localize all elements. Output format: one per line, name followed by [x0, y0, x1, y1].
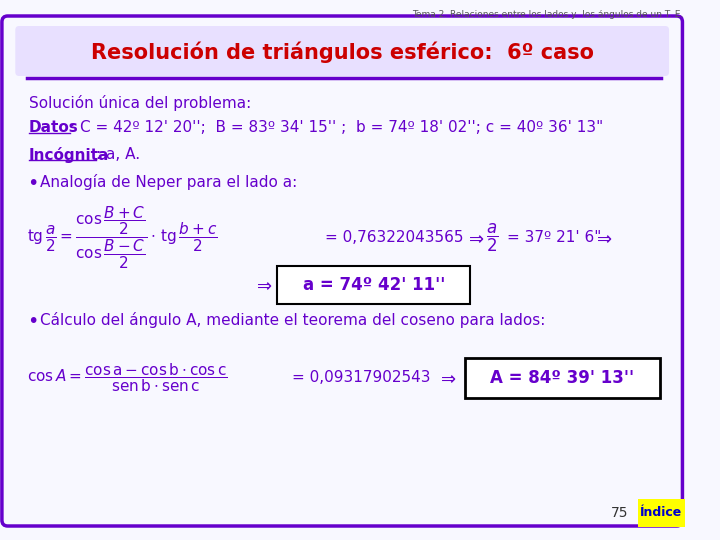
- Text: Tema 2. Relaciones entre los lados y  los ángulos de un T. E.: Tema 2. Relaciones entre los lados y los…: [412, 10, 683, 19]
- FancyBboxPatch shape: [637, 499, 685, 527]
- Text: Resolución de triángulos esférico:  6º caso: Resolución de triángulos esférico: 6º ca…: [91, 41, 594, 63]
- FancyBboxPatch shape: [464, 358, 660, 398]
- FancyBboxPatch shape: [277, 266, 470, 304]
- Text: Datos: Datos: [29, 120, 78, 135]
- Text: Cálculo del ángulo A, mediante el teorema del coseno para lados:: Cálculo del ángulo A, mediante el teorem…: [40, 312, 546, 328]
- Text: $\Rightarrow$: $\Rightarrow$: [593, 229, 612, 247]
- Text: Analogía de Neper para el lado a:: Analogía de Neper para el lado a:: [40, 174, 297, 190]
- Text: Índice: Índice: [640, 507, 683, 519]
- Text: $\cos A = \dfrac{\mathrm{cos\,a} - \mathrm{cos\,b} \cdot \mathrm{cos\,c}}{\mathr: $\cos A = \dfrac{\mathrm{cos\,a} - \math…: [27, 362, 228, 394]
- Text: A = 84º 39' 13'': A = 84º 39' 13'': [490, 369, 634, 387]
- Text: $\Rightarrow$: $\Rightarrow$: [465, 229, 485, 247]
- Text: Incógnita: Incógnita: [29, 147, 109, 163]
- Text: $\Rightarrow$: $\Rightarrow$: [253, 276, 273, 294]
- Text: •: •: [27, 312, 38, 331]
- Text: •: •: [27, 174, 38, 193]
- Text: : a, A.: : a, A.: [96, 147, 140, 162]
- Text: $\Rightarrow$: $\Rightarrow$: [437, 369, 456, 387]
- Text: $\mathrm{tg}\,\dfrac{a}{2} = \dfrac{\cos\dfrac{B+C}{2}}{\cos\dfrac{B-C}{2}}\cdot: $\mathrm{tg}\,\dfrac{a}{2} = \dfrac{\cos…: [27, 205, 217, 271]
- FancyBboxPatch shape: [2, 16, 683, 526]
- Text: Solución única del problema:: Solución única del problema:: [29, 95, 251, 111]
- FancyBboxPatch shape: [15, 26, 669, 76]
- Text: : C = 42º 12' 20'';  B = 83º 34' 15'' ;  b = 74º 18' 02''; c = 40º 36' 13": : C = 42º 12' 20''; B = 83º 34' 15'' ; b…: [70, 120, 603, 135]
- Text: $\dfrac{a}{2}$: $\dfrac{a}{2}$: [485, 222, 498, 254]
- Text: = 37º 21' 6": = 37º 21' 6": [507, 231, 601, 246]
- Text: 75: 75: [611, 506, 628, 520]
- Text: a = 74º 42' 11'': a = 74º 42' 11'': [302, 276, 445, 294]
- Text: = 0,09317902543: = 0,09317902543: [292, 370, 430, 386]
- Text: = 0,76322043565: = 0,76322043565: [325, 231, 464, 246]
